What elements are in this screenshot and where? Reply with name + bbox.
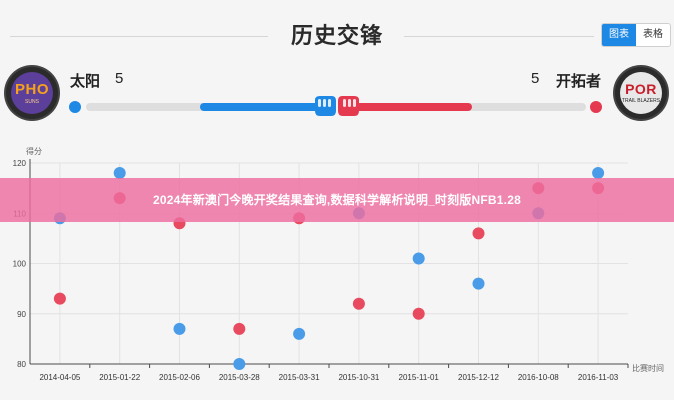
y-tick-label: 100 [13, 260, 27, 269]
title-divider-left [10, 36, 268, 37]
away-team-logo: POR TRAIL BLAZERS [615, 67, 667, 119]
y-axis-label: 得分 [26, 146, 42, 156]
overlay-banner-text: 2024年新澳门今晚开奖结果查询,数据科学解析说明_时刻版NFB1.28 [153, 193, 521, 207]
x-tick-label: 2016-11-03 [578, 373, 619, 382]
away-score-point [233, 322, 246, 335]
y-tick-label: 120 [13, 159, 27, 168]
home-team-logo: PHO SUNS [6, 67, 58, 119]
home-score-point [113, 167, 126, 180]
home-score-point [173, 322, 186, 335]
home-team-score: 5 [115, 70, 124, 87]
y-tick-label: 90 [17, 310, 26, 319]
away-bar-dot [590, 101, 602, 113]
home-score-point [412, 252, 425, 265]
x-tick-label: 2015-03-28 [219, 373, 260, 382]
away-score-point [53, 292, 66, 305]
x-tick-label: 2015-03-31 [279, 373, 320, 382]
away-team-score: 5 [531, 70, 540, 87]
home-wins-bar [200, 103, 336, 111]
home-logo-sub: SUNS [25, 99, 39, 105]
home-score-point [293, 327, 306, 340]
x-tick-label: 2015-02-06 [159, 373, 200, 382]
title-divider-right [404, 36, 594, 37]
home-bar-dot [69, 101, 81, 113]
away-score-point [412, 307, 425, 320]
x-tick-label: 2016-10-08 [518, 373, 559, 382]
x-tick-label: 2015-01-22 [99, 373, 140, 382]
away-team-name: 开拓者 [556, 73, 602, 90]
home-score-point [472, 277, 485, 290]
home-score-point [233, 358, 246, 370]
page-title: 历史交锋 [290, 23, 383, 48]
away-logo-abbr: POR [625, 81, 657, 97]
home-logo-abbr: PHO [14, 81, 49, 98]
away-logo-sub: TRAIL BLAZERS [621, 98, 661, 104]
view-toggle[interactable]: 图表 表格 [601, 23, 671, 47]
table-view-button[interactable]: 表格 [643, 29, 663, 40]
x-axis-label: 比赛时间 [632, 363, 664, 373]
home-team-name: 太阳 [70, 73, 101, 90]
overlay-banner [0, 178, 674, 222]
y-tick-label: 80 [17, 360, 26, 369]
x-tick-label: 2015-10-31 [338, 373, 379, 382]
away-wins-bar [340, 103, 472, 111]
away-score-point [472, 227, 485, 240]
x-tick-label: 2015-12-12 [458, 373, 499, 382]
header: 历史交锋 图表 表格 [0, 0, 674, 60]
x-tick-label: 2014-04-05 [39, 373, 80, 382]
x-tick-label: 2015-11-01 [399, 373, 440, 382]
chart-view-button[interactable]: 图表 [602, 24, 636, 46]
away-score-point [352, 297, 365, 310]
versus-gloves-icon [315, 96, 359, 116]
home-score-point [592, 167, 605, 180]
